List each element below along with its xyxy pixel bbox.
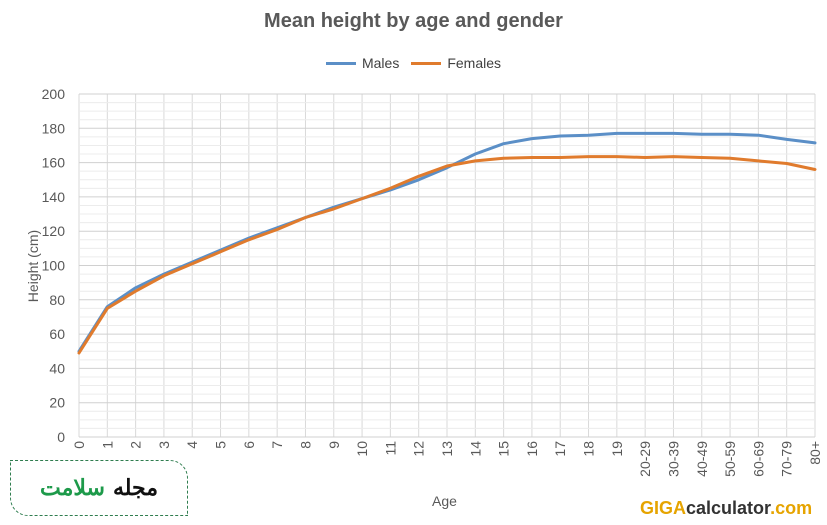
x-tick-labels: 0 1 2 3 4 5 6 7 8 9 10 11 12 13 14 15 16 17 18 19 20-29 30-39… xyxy=(71,441,823,477)
y-tick-label: 20 xyxy=(49,395,65,411)
x-tick-label: 11 xyxy=(382,441,398,456)
x-tick-label: 2 xyxy=(128,441,144,449)
y-tick-label: 160 xyxy=(42,155,66,171)
x-tick-label: 0 xyxy=(71,441,87,449)
grid-lines xyxy=(78,93,816,438)
legend-item-males: Males xyxy=(325,55,400,71)
x-tick-label: 15 xyxy=(496,441,512,457)
watermark-part-3: .com xyxy=(770,498,813,518)
x-tick-label: 8 xyxy=(297,441,313,449)
legend-item-females: Females xyxy=(411,55,501,71)
x-tick-label: 18 xyxy=(581,441,597,457)
x-axis-title: Age xyxy=(432,493,457,509)
legend: Males Females xyxy=(0,55,827,71)
legend-swatch-males xyxy=(325,61,356,65)
x-tick-label: 19 xyxy=(609,441,625,457)
y-tick-label: 180 xyxy=(42,120,66,136)
y-axis-title: Height (cm) xyxy=(25,229,41,303)
x-tick-label: 5 xyxy=(213,441,229,449)
x-tick-label: 7 xyxy=(269,441,285,449)
x-tick-label: 20-29 xyxy=(637,441,653,477)
series-lines xyxy=(77,131,817,355)
y-tick-label: 120 xyxy=(42,223,66,239)
y-tick-label: 200 xyxy=(42,86,66,102)
watermark-part-2: calculator xyxy=(686,498,771,518)
x-tick-label: 13 xyxy=(439,441,455,457)
y-tick-label: 80 xyxy=(49,292,65,308)
x-tick-label: 50-59 xyxy=(722,441,738,477)
chart-title: Mean height by age and gender xyxy=(264,10,563,32)
x-tick-label: 12 xyxy=(411,441,427,457)
site-watermark: GIGAcalculator.com xyxy=(640,498,812,519)
watermark-part-1: GIGA xyxy=(640,498,687,518)
magazine-badge: مجله سلامت xyxy=(10,460,188,516)
series-line-females xyxy=(77,155,817,355)
x-tick-label: 70-79 xyxy=(779,441,795,477)
y-tick-label: 100 xyxy=(42,258,66,274)
x-tick-label: 6 xyxy=(241,441,257,449)
x-tick-label: 14 xyxy=(467,441,483,457)
x-tick-label: 9 xyxy=(326,441,342,449)
badge-word-2: سلامت xyxy=(39,475,105,500)
x-tick-label: 17 xyxy=(552,441,568,457)
y-tick-labels: 0 20 40 60 80 100 120 140 160 180 200 xyxy=(42,86,66,445)
legend-label-females: Females xyxy=(447,55,502,71)
badge-word-1: مجله xyxy=(112,475,159,500)
y-tick-label: 140 xyxy=(42,189,66,205)
x-tick-label: 40-49 xyxy=(694,441,710,477)
legend-label-males: Males xyxy=(361,55,400,71)
x-tick-label: 10 xyxy=(354,441,370,457)
series-line-males xyxy=(77,131,817,353)
x-tick-label: 4 xyxy=(184,441,200,449)
x-tick-label: 3 xyxy=(156,441,172,449)
x-tick-label: 1 xyxy=(99,441,115,449)
y-tick-label: 40 xyxy=(49,360,65,376)
y-tick-label: 0 xyxy=(57,429,65,445)
legend-swatch-females xyxy=(411,61,442,65)
x-tick-label: 80+ xyxy=(807,441,823,465)
x-tick-label: 30-39 xyxy=(665,441,681,477)
x-tick-label: 16 xyxy=(524,441,540,457)
y-tick-label: 60 xyxy=(49,326,65,342)
x-tick-label: 60-69 xyxy=(750,441,766,477)
